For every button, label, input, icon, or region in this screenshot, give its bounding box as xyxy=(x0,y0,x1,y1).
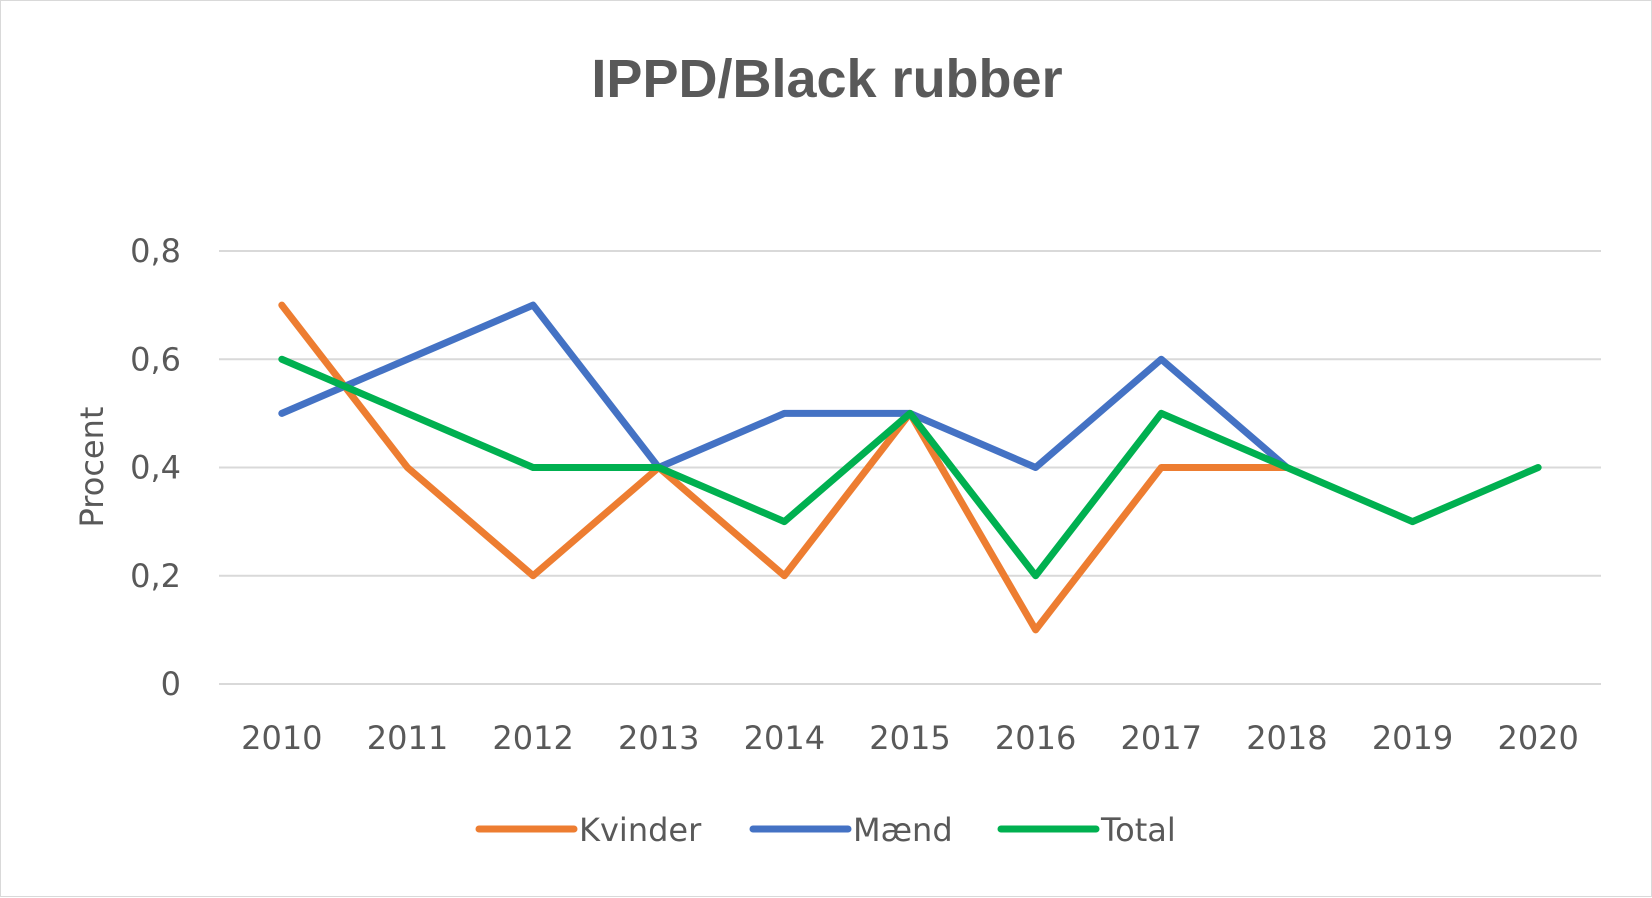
y-tick-labels: 0 0,2 0,4 0,6 0,8 xyxy=(130,232,181,703)
y-tick-label: 0,8 xyxy=(130,232,181,270)
y-axis-label: Procent xyxy=(73,407,111,528)
x-tick-label: 2012 xyxy=(492,719,573,757)
x-tick-label: 2010 xyxy=(241,719,322,757)
x-tick-label: 2015 xyxy=(869,719,950,757)
legend-label: Mænd xyxy=(853,811,953,849)
series-line-total xyxy=(278,355,1542,580)
x-tick-label: 2016 xyxy=(995,719,1076,757)
x-tick-label: 2013 xyxy=(618,719,699,757)
y-tick-label: 0,6 xyxy=(130,340,181,378)
x-tick-label: 2014 xyxy=(744,719,825,757)
series-line-kvinder xyxy=(278,301,1291,634)
y-tick-label: 0,4 xyxy=(130,449,181,487)
legend-label: Kvinder xyxy=(579,811,702,849)
gridlines xyxy=(219,250,1601,685)
x-tick-label: 2011 xyxy=(367,719,448,757)
legend-label: Total xyxy=(1100,811,1176,849)
legend: Kvinder Mænd Total xyxy=(475,811,1176,849)
y-tick-label: 0 xyxy=(161,665,181,703)
chart-title: IPPD/Black rubber xyxy=(591,49,1062,109)
x-tick-label: 2020 xyxy=(1497,719,1578,757)
x-tick-label: 2019 xyxy=(1372,719,1453,757)
x-tick-label: 2018 xyxy=(1246,719,1327,757)
series-lines xyxy=(278,301,1542,634)
series-line-mænd xyxy=(278,301,1291,471)
x-tick-label: 2017 xyxy=(1121,719,1202,757)
x-tick-labels: 2010 2011 2012 2013 2014 2015 2016 2017 2018 2019… xyxy=(241,719,1579,757)
y-tick-label: 0,2 xyxy=(130,557,181,595)
